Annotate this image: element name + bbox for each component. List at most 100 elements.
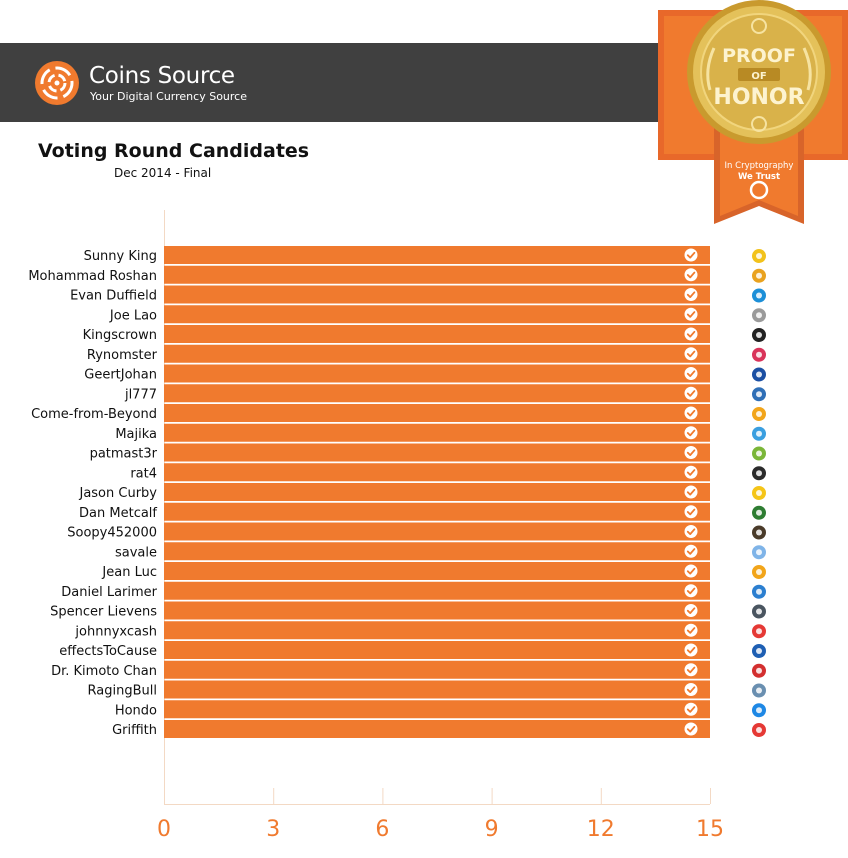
category-label: Kingscrown [83, 328, 157, 343]
check-mark [686, 429, 696, 437]
badge-line2: OF [751, 71, 766, 82]
bar [164, 562, 710, 580]
badge-ribbon-text1: In Cryptography [725, 161, 794, 171]
category-label: effectsToCause [59, 644, 157, 659]
bar [164, 700, 710, 719]
bar [164, 601, 710, 620]
category-label: Majika [115, 427, 157, 442]
check-mark [686, 508, 696, 516]
coin-center [756, 648, 762, 654]
coin-center [756, 332, 762, 338]
bar [164, 344, 710, 363]
category-label: Mohammad Roshan [28, 269, 157, 284]
category-label: Rynomster [87, 348, 158, 363]
check-icon [684, 722, 698, 736]
check-mark [686, 311, 696, 318]
category-label: Joe Lao [109, 308, 157, 323]
chart-subtitle: Dec 2014 - Final [114, 166, 212, 180]
category-label: rat4 [130, 466, 157, 481]
coin-center [756, 608, 762, 615]
check-icon [684, 702, 698, 716]
coin-center [756, 430, 762, 437]
coin-center [756, 588, 762, 595]
check-mark [686, 725, 696, 733]
category-label: johnnyxcash [74, 624, 157, 639]
coins-source-logo-icon [35, 61, 79, 105]
bar [164, 404, 710, 422]
check-icon [684, 604, 698, 617]
check-mark [686, 686, 696, 693]
check-mark [686, 706, 696, 713]
category-label: patmast3r [90, 447, 158, 462]
x-tick-label: 0 [157, 817, 171, 842]
bar [164, 522, 710, 541]
check-icon [684, 643, 698, 657]
check-mark [686, 627, 696, 634]
check-icon [684, 386, 698, 400]
check-icon [684, 525, 698, 538]
coin-center [756, 549, 762, 556]
bar [164, 621, 710, 640]
brand-name: Coins Source [89, 63, 235, 89]
check-mark [686, 488, 696, 496]
category-label: Come-from-Beyond [31, 407, 157, 422]
coin-center [756, 628, 762, 635]
check-mark [686, 587, 696, 595]
check-mark [686, 528, 696, 535]
x-tick-label: 3 [266, 817, 280, 842]
check-icon [684, 683, 698, 696]
bar [164, 364, 710, 383]
check-mark [686, 291, 696, 298]
chart-title: Voting Round Candidates [38, 140, 310, 162]
coin-center [756, 411, 762, 417]
check-mark [686, 350, 696, 358]
x-tick-label: 15 [696, 817, 724, 842]
bar [164, 542, 710, 561]
coin-center [756, 351, 762, 358]
bar [164, 502, 710, 521]
check-icon [684, 248, 698, 262]
check-mark [686, 646, 696, 654]
check-icon [684, 505, 698, 519]
check-icon [684, 465, 698, 479]
check-icon [684, 426, 698, 440]
check-icon [684, 307, 698, 321]
coin-center [756, 253, 762, 259]
check-icon [684, 406, 698, 420]
check-mark [686, 251, 696, 259]
bar [164, 384, 710, 403]
bar [164, 680, 710, 699]
check-icon [684, 327, 698, 341]
check-icon [684, 288, 698, 301]
coin-center [756, 687, 762, 694]
category-label: GeertJohan [84, 368, 157, 383]
category-label: Daniel Larimer [61, 585, 157, 600]
category-label: RagingBull [88, 684, 157, 699]
coin-center [756, 312, 762, 319]
category-label: Jean Luc [101, 565, 157, 580]
proof-of-honor-badge: PROOF OF HONOR In Cryptography We Trust [658, 0, 848, 224]
category-label: Dan Metcalf [79, 506, 157, 521]
category-label: Evan Duffield [70, 289, 157, 304]
category-label: Sunny King [84, 249, 157, 264]
check-mark [686, 390, 696, 397]
coin-center [756, 391, 762, 398]
coin-center [756, 727, 762, 733]
category-label: Griffith [112, 723, 157, 738]
coin-center [756, 490, 762, 496]
x-ticks: 0 3 6 9 12 15 [157, 788, 724, 842]
check-mark [686, 607, 696, 614]
check-mark [686, 567, 696, 575]
bar [164, 285, 710, 304]
category-label: Jason Curby [78, 486, 157, 501]
coin-center [756, 292, 762, 299]
category-label: jl777 [124, 387, 157, 402]
check-icon [684, 446, 698, 459]
bar [164, 463, 710, 482]
bars [164, 246, 710, 738]
category-label: savale [115, 545, 157, 560]
coin-center [756, 470, 762, 477]
check-mark [686, 548, 696, 555]
badge-line3: HONOR [713, 85, 804, 110]
